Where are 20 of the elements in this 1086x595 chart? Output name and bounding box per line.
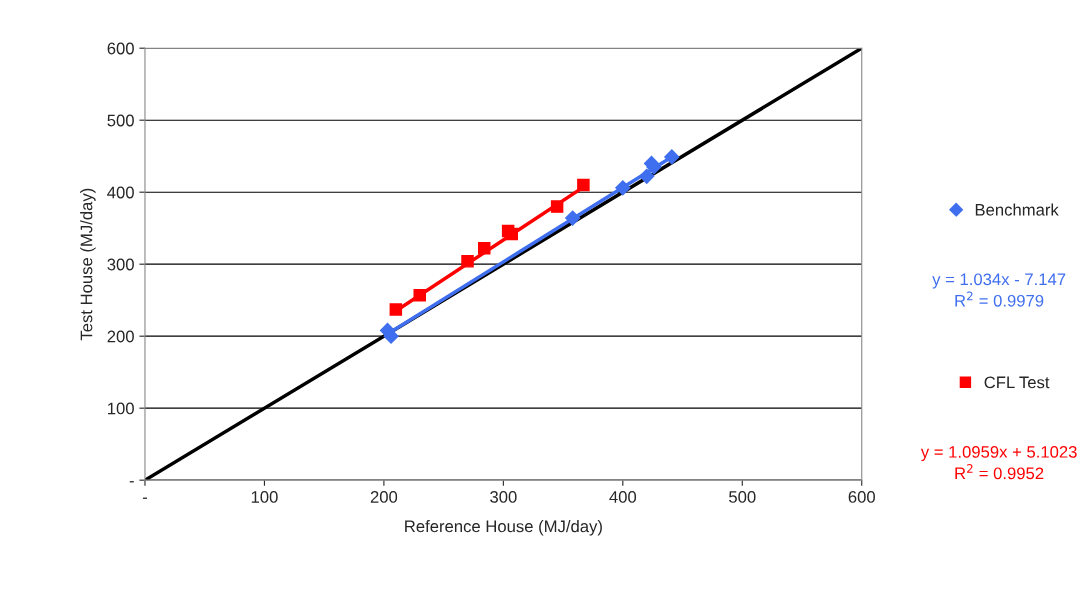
y-tick-label: 600	[107, 42, 134, 55]
y-tick-label: -	[129, 481, 134, 483]
text: y = 1.034x - 7.147 R$^{2}$ = 0.9979	[932, 273, 1066, 307]
y-tick-label: 500	[107, 114, 134, 127]
x-axis-title: Reference House (MJ/day)	[405, 520, 602, 536]
y-tick-label: 300	[107, 258, 134, 271]
x-tick-label: 300	[490, 491, 517, 503]
x-tick-label: 600	[848, 491, 875, 503]
x-tick-label: 400	[609, 491, 637, 503]
y-tick-label: 100	[108, 402, 134, 415]
legend-label: Benchmark	[975, 203, 1059, 216]
y-tick-label: 400	[107, 186, 134, 199]
text: y = 1.0959x + 5.1023 R$^{2}$ = 0.9952	[920, 445, 1077, 480]
x-tick-label: 500	[729, 491, 756, 503]
y-axis-title: Test House (MJ/day)	[80, 188, 96, 341]
y-tick-label: 200	[107, 330, 134, 343]
x-tick-label: 200	[370, 491, 398, 503]
x-tick-label: 100	[251, 491, 278, 503]
legend-label: CFL Test	[984, 376, 1050, 389]
x-tick-label: -	[142, 497, 148, 499]
